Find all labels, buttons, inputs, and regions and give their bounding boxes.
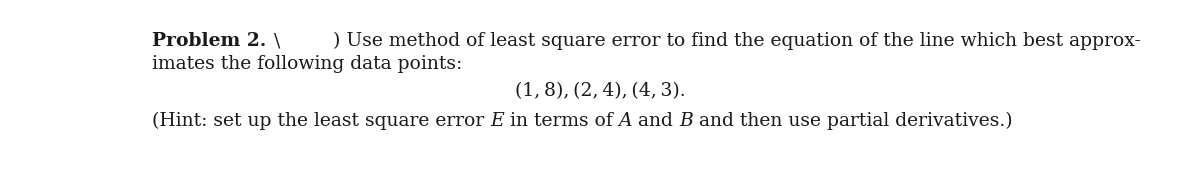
Text: and: and: [632, 112, 679, 130]
Text: \: \: [269, 32, 281, 50]
Text: (1, 8), (2, 4), (4, 3).: (1, 8), (2, 4), (4, 3).: [515, 82, 685, 100]
Text: and then use partial derivatives.): and then use partial derivatives.): [692, 112, 1013, 130]
Text: (Hint: set up the least square error: (Hint: set up the least square error: [152, 112, 491, 130]
Text: B: B: [679, 112, 692, 130]
Text: Problem 2.: Problem 2.: [152, 32, 266, 50]
Text: ) Use method of least square error to find the equation of the line which best a: ) Use method of least square error to fi…: [334, 32, 1141, 50]
Text: imates the following data points:: imates the following data points:: [152, 55, 462, 73]
Text: in terms of: in terms of: [504, 112, 619, 130]
Text: A: A: [619, 112, 632, 130]
Text: E: E: [491, 112, 504, 130]
